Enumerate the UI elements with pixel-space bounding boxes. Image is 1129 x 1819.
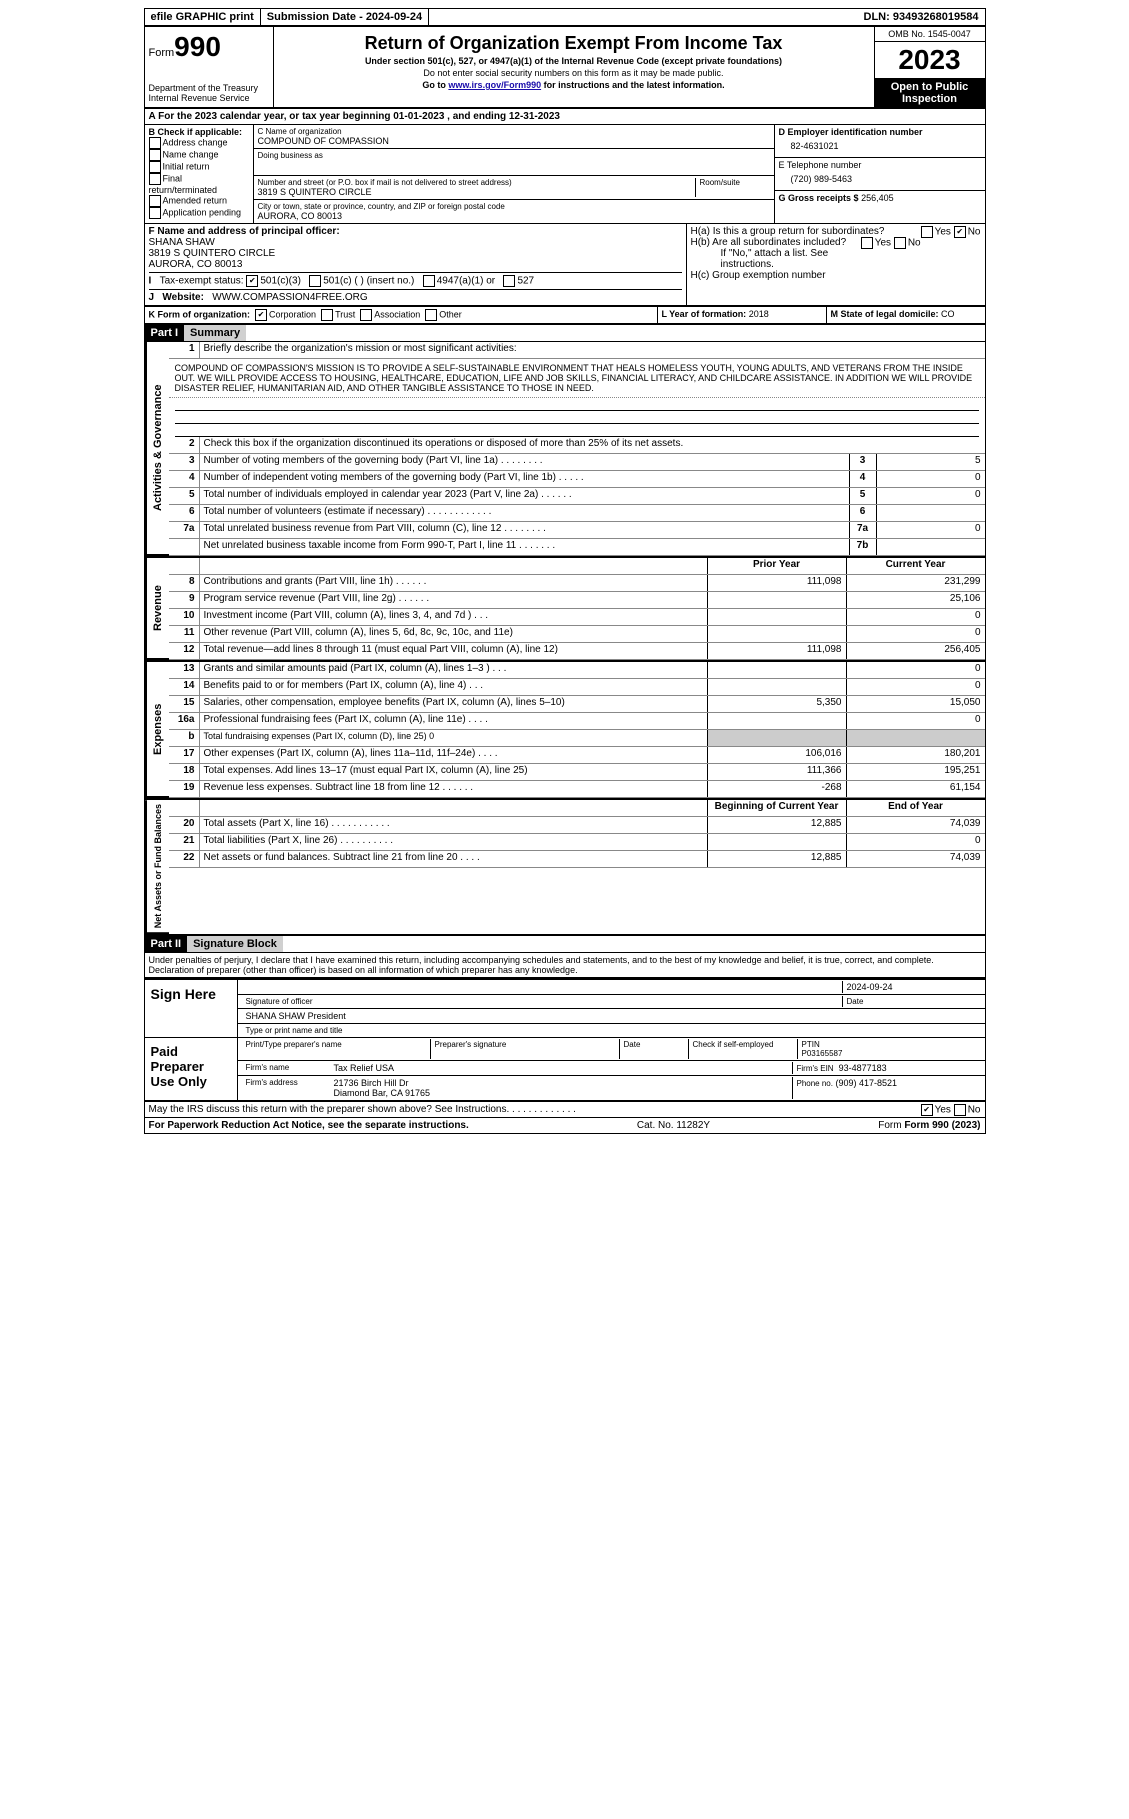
l20-beg: 12,885 — [707, 817, 846, 833]
l9-cur: 25,106 — [846, 592, 985, 608]
cb-527[interactable] — [503, 275, 515, 287]
l18-cur: 195,251 — [846, 764, 985, 780]
firm-ein: 93-4877183 — [839, 1063, 887, 1073]
l19-prior: -268 — [707, 781, 846, 797]
l17-cur: 180,201 — [846, 747, 985, 763]
entity-block: B Check if applicable: Address change Na… — [145, 125, 985, 224]
form-label: Form Form 990 (2023) — [878, 1120, 980, 1131]
l7b-val — [876, 539, 985, 555]
cb-application-pending[interactable]: Application pending — [149, 207, 249, 219]
subtitle-3: Go to www.irs.gov/Form990 for instructio… — [282, 80, 866, 90]
section-a: A For the 2023 calendar year, or tax yea… — [145, 109, 985, 125]
sign-date: 2024-09-24 — [842, 981, 981, 993]
l8-prior: 111,098 — [707, 575, 846, 591]
l22-end: 74,039 — [846, 851, 985, 867]
discuss-no[interactable] — [954, 1104, 966, 1116]
ein: 82-4631021 — [779, 137, 981, 155]
cb-address-change[interactable]: Address change — [149, 137, 249, 149]
cb-initial-return[interactable]: Initial return — [149, 161, 249, 173]
year-formation: 2018 — [749, 309, 769, 319]
hb-no[interactable] — [894, 237, 906, 249]
cb-501c[interactable] — [309, 275, 321, 287]
subtitle-2: Do not enter social security numbers on … — [282, 68, 866, 78]
section-h: H(a) Is this a group return for subordin… — [687, 224, 985, 305]
discuss-row: May the IRS discuss this return with the… — [145, 1101, 985, 1117]
expenses-section: Expenses 13Grants and similar amounts pa… — [145, 662, 985, 800]
l20-end: 74,039 — [846, 817, 985, 833]
l17-prior: 106,016 — [707, 747, 846, 763]
section-i: I Tax-exempt status: 501(c)(3) 501(c) ( … — [149, 272, 682, 287]
ptin: P03165587 — [802, 1049, 843, 1058]
l22-beg: 12,885 — [707, 851, 846, 867]
efile-print: efile GRAPHIC print — [145, 9, 261, 25]
form-header: Form990 Department of the Treasury Inter… — [145, 27, 985, 109]
ha-no[interactable] — [954, 226, 966, 238]
legal-domicile: CO — [941, 309, 955, 319]
form-number: Form990 — [149, 31, 269, 63]
officer-name: SHANA SHAW — [149, 237, 682, 248]
section-k-l-m: K Form of organization: Corporation Trus… — [145, 307, 985, 325]
cb-amended[interactable]: Amended return — [149, 195, 249, 207]
revenue-section: Revenue Prior YearCurrent Year 8Contribu… — [145, 558, 985, 662]
l19-cur: 61,154 — [846, 781, 985, 797]
footer: For Paperwork Reduction Act Notice, see … — [145, 1117, 985, 1133]
l12-prior: 111,098 — [707, 643, 846, 659]
part-i-header: Part I Summary — [145, 325, 985, 342]
cb-other[interactable] — [425, 309, 437, 321]
section-d-e-g: D Employer identification number 82-4631… — [775, 125, 985, 223]
irs-link[interactable]: www.irs.gov/Form990 — [448, 80, 541, 90]
l5-val: 0 — [876, 488, 985, 504]
phone: (720) 989-5463 — [779, 170, 981, 188]
omb-number: OMB No. 1545-0047 — [875, 27, 985, 42]
perjury-statement: Under penalties of perjury, I declare th… — [145, 953, 985, 978]
form-title: Return of Organization Exempt From Incom… — [282, 33, 866, 54]
discuss-yes[interactable] — [921, 1104, 933, 1116]
city-state-zip: AURORA, CO 80013 — [258, 211, 770, 221]
l4-val: 0 — [876, 471, 985, 487]
section-j: J Website: WWW.COMPASSION4FREE.ORG — [149, 289, 682, 303]
signature-block: Sign Here 2024-09-24 Signature of office… — [145, 978, 985, 1101]
l12-cur: 256,405 — [846, 643, 985, 659]
org-name: COMPOUND OF COMPASSION — [258, 136, 770, 146]
section-b: B Check if applicable: Address change Na… — [145, 125, 254, 223]
mission-text: COMPOUND OF COMPASSION'S MISSION IS TO P… — [169, 359, 985, 398]
officer-status-block: F Name and address of principal officer:… — [145, 224, 985, 307]
submission-date: Submission Date - 2024-09-24 — [261, 9, 429, 25]
gross-receipts: 256,405 — [861, 193, 894, 203]
cb-trust[interactable] — [321, 309, 333, 321]
cb-name-change[interactable]: Name change — [149, 149, 249, 161]
l3-val: 5 — [876, 454, 985, 470]
tax-year: 2023 — [875, 42, 985, 79]
l15-cur: 15,050 — [846, 696, 985, 712]
l18-prior: 111,366 — [707, 764, 846, 780]
part-ii-header: Part II Signature Block — [145, 936, 985, 953]
topbar: efile GRAPHIC print Submission Date - 20… — [145, 9, 985, 27]
preparer-phone: (909) 417-8521 — [836, 1078, 898, 1088]
cb-501c3[interactable] — [246, 275, 258, 287]
subtitle-1: Under section 501(c), 527, or 4947(a)(1)… — [282, 56, 866, 66]
activities-governance: Activities & Governance 1Briefly describ… — [145, 342, 985, 558]
form-990-page: efile GRAPHIC print Submission Date - 20… — [144, 8, 986, 1134]
street-address: 3819 S QUINTERO CIRCLE — [258, 187, 695, 197]
cb-assoc[interactable] — [360, 309, 372, 321]
l7a-val: 0 — [876, 522, 985, 538]
cb-final-return[interactable]: Final return/terminated — [149, 173, 249, 195]
section-c: C Name of organization COMPOUND OF COMPA… — [254, 125, 775, 223]
cb-corp[interactable] — [255, 309, 267, 321]
firm-name: Tax Relief USA — [330, 1062, 792, 1074]
l6-val — [876, 505, 985, 521]
open-to-public: Open to Public Inspection — [875, 79, 985, 107]
dept-treasury: Department of the Treasury Internal Reve… — [149, 83, 269, 103]
cb-4947[interactable] — [423, 275, 435, 287]
net-assets-section: Net Assets or Fund Balances Beginning of… — [145, 800, 985, 936]
l15-prior: 5,350 — [707, 696, 846, 712]
ha-yes[interactable] — [921, 226, 933, 238]
hb-yes[interactable] — [861, 237, 873, 249]
l8-cur: 231,299 — [846, 575, 985, 591]
officer-sig: SHANA SHAW President — [242, 1010, 350, 1022]
website: WWW.COMPASSION4FREE.ORG — [212, 292, 367, 303]
dln: DLN: 93493268019584 — [429, 9, 984, 25]
